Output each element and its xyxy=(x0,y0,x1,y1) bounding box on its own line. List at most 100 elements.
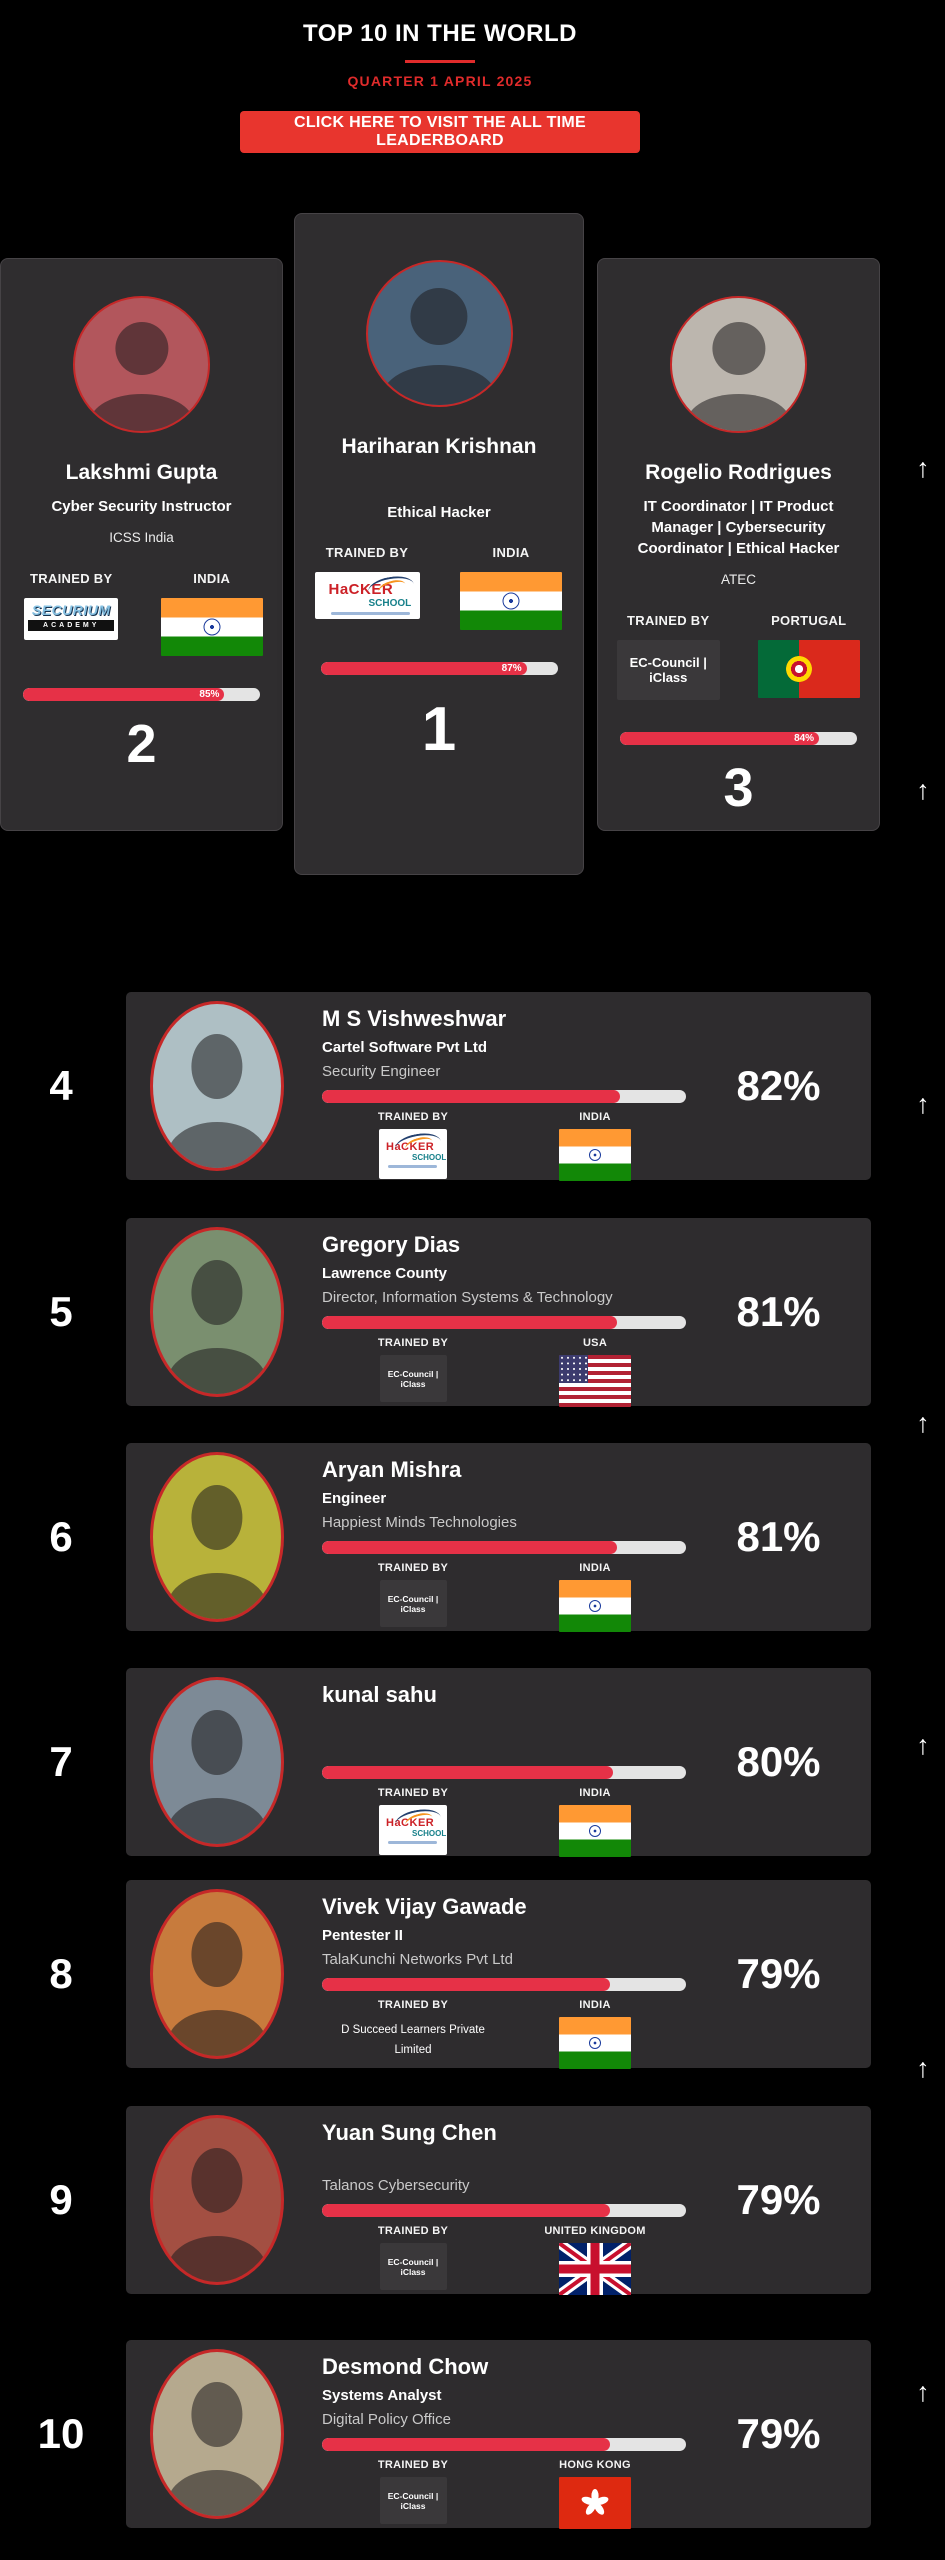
person-name: Rogelio Rodrigues xyxy=(645,461,832,484)
person-company: ICSS India xyxy=(109,530,174,545)
country-label: INDIA xyxy=(579,1111,611,1123)
hacker-logo-text: HaCKER xyxy=(386,1141,435,1153)
person-role: Happiest Minds Technologies xyxy=(322,1514,517,1531)
progress-fill xyxy=(322,2438,610,2451)
scroll-to-top-icon[interactable]: ↑ xyxy=(916,2053,930,2083)
hacker-school-logo: HaCKER SCHOOL xyxy=(379,1129,447,1179)
hacker-logo-caption xyxy=(388,1841,437,1844)
school-logo-text: SCHOOL xyxy=(412,1829,447,1838)
chakra-icon xyxy=(589,1149,601,1161)
progress-fill xyxy=(322,1316,617,1329)
country-column: INDIA xyxy=(439,545,583,630)
country-column: INDIA xyxy=(504,1999,686,2069)
podium-card-rank-2: Lakshmi Gupta Cyber Security Instructor … xyxy=(0,258,283,831)
progress-bar xyxy=(322,1541,686,1554)
avatar-silhouette-body xyxy=(167,2470,267,2516)
avatar-silhouette-body xyxy=(686,393,791,431)
progress-bar xyxy=(322,1766,686,1779)
list-card: Gregory Dias Lawrence County Director, I… xyxy=(126,1218,871,1407)
quarter-subtitle: QUARTER 1 APRIL 2025 xyxy=(347,73,533,89)
trainer-text: D Succeed Learners Private Limited xyxy=(341,2024,485,2056)
trained-by-label: TRAINED BY xyxy=(377,1999,449,2011)
ec-council-iclass-logo: EC-Council | iClass xyxy=(379,2477,447,2524)
ec-council-iclass-logo: EC-Council | iClass xyxy=(379,2243,447,2290)
country-column: PORTUGAL xyxy=(739,613,880,700)
country-column: INDIA xyxy=(504,1787,686,1857)
hacker-logo-text: HaCKER xyxy=(386,1817,435,1829)
chakra-icon xyxy=(589,2037,601,2049)
avatar xyxy=(365,260,513,407)
india-flag-icon xyxy=(460,572,562,630)
person-role xyxy=(322,1737,686,1758)
podium-card-rank-1: Hariharan Krishnan Ethical Hacker TRAINE… xyxy=(294,213,584,875)
list-card: Aryan Mishra Engineer Happiest Minds Tec… xyxy=(126,1443,871,1632)
progress-fill: 87% xyxy=(320,662,527,675)
percent-value: 82% xyxy=(736,1062,821,1109)
person-info: kunal sahu TRAINED BY HaCKER SCHOOL xyxy=(322,1668,686,1857)
person-name: kunal sahu xyxy=(322,1682,437,1707)
meta-row: TRAINED BY HaCKER SCHOOL INDIA xyxy=(322,1787,686,1857)
meta-row: TRAINED BY HaCKER SCHOOL INDIA xyxy=(322,1111,686,1181)
scroll-to-top-icon[interactable]: ↑ xyxy=(916,1730,930,1760)
scroll-to-top-icon[interactable]: ↑ xyxy=(916,453,930,483)
scroll-to-top-icon[interactable]: ↑ xyxy=(916,1408,930,1438)
india-flag-icon xyxy=(559,1580,631,1632)
person-company: Lawrence County xyxy=(322,1265,448,1282)
rank-number: 7 xyxy=(49,1738,73,1785)
list-row-rank-5: 5 Gregory Dias Lawrence County Director,… xyxy=(0,1218,880,1407)
country-label: INDIA xyxy=(579,1999,611,2011)
person-company xyxy=(322,2151,686,2172)
meta-row: TRAINED BY EC-Council | iClass USA xyxy=(322,1337,686,1407)
india-flag-icon xyxy=(559,1805,631,1857)
chakra-icon xyxy=(589,1825,601,1837)
securium-logo-text: SECURIUM xyxy=(31,602,111,618)
meta-row: TRAINED BY D Succeed Learners Private Li… xyxy=(322,1999,686,2069)
list-row-rank-7: 7 kunal sahu TRAINED BY HaCKER xyxy=(0,1668,880,1857)
list-row-rank-8: 8 Vivek Vijay Gawade Pentester II TalaKu… xyxy=(0,1880,880,2069)
trained-by-label: TRAINED BY xyxy=(325,545,409,560)
percent-value: 80% xyxy=(736,1738,821,1785)
progress-fill xyxy=(322,1978,610,1991)
hacker-logo-caption xyxy=(330,612,410,615)
avatar xyxy=(150,2115,284,2285)
person-name: Hariharan Krishnan xyxy=(341,435,537,458)
scroll-to-top-icon[interactable]: ↑ xyxy=(916,775,930,805)
portugal-flag-icon xyxy=(757,640,860,698)
rank-number: 2 xyxy=(126,714,157,774)
person-info: Gregory Dias Lawrence County Director, I… xyxy=(322,1218,686,1407)
percent-value: 87% xyxy=(501,663,522,674)
scroll-to-top-icon[interactable]: ↑ xyxy=(916,1089,930,1119)
podium-card-rank-3: Rogelio Rodrigues IT Coordinator | IT Pr… xyxy=(597,258,880,831)
country-column: UNITED KINGDOM xyxy=(504,2225,686,2295)
avatar-silhouette-body xyxy=(167,1573,267,1619)
hacker-school-logo: HaCKER SCHOOL xyxy=(379,1805,447,1855)
chakra-icon xyxy=(203,618,221,636)
progress-fill xyxy=(322,1766,614,1779)
list-card: Desmond Chow Systems Analyst Digital Pol… xyxy=(126,2340,871,2529)
progress-fill: 85% xyxy=(23,688,225,701)
person-company: ATEC xyxy=(720,572,756,587)
person-role xyxy=(295,470,583,491)
trained-by-column: TRAINED BY EC-Council | iClass xyxy=(322,1337,504,1407)
country-label: INDIA xyxy=(492,545,530,560)
list-card: Vivek Vijay Gawade Pentester II TalaKunc… xyxy=(126,1880,871,2069)
trained-by-column: TRAINED BY SECURIUM ACADEMY xyxy=(1,571,142,656)
uk-flag-icon xyxy=(559,2243,631,2295)
country-label: INDIA xyxy=(579,1787,611,1799)
person-info: Aryan Mishra Engineer Happiest Minds Tec… xyxy=(322,1443,686,1632)
percent-value: 84% xyxy=(794,733,815,744)
all-time-leaderboard-button[interactable]: CLICK HERE TO VISIT THE ALL TIME LEADERB… xyxy=(240,111,640,153)
person-company: Ethical Hacker xyxy=(387,504,491,521)
scroll-to-top-icon[interactable]: ↑ xyxy=(916,2377,930,2407)
rank-number: 3 xyxy=(723,758,754,818)
country-column: INDIA xyxy=(142,571,283,656)
trained-by-label: TRAINED BY xyxy=(30,571,113,586)
person-company: Pentester II xyxy=(322,1927,403,1944)
trained-by-row: TRAINED BY SECURIUM ACADEMY INDIA xyxy=(1,571,282,656)
progress-fill: 84% xyxy=(620,732,820,745)
list-card: M S Vishweshwar Cartel Software Pvt Ltd … xyxy=(126,992,871,1181)
progress-fill xyxy=(322,2204,610,2217)
trained-by-row: TRAINED BY EC-Council | iClass PORTUGAL xyxy=(598,613,879,700)
avatar xyxy=(73,296,210,433)
chakra-icon xyxy=(589,1600,601,1612)
